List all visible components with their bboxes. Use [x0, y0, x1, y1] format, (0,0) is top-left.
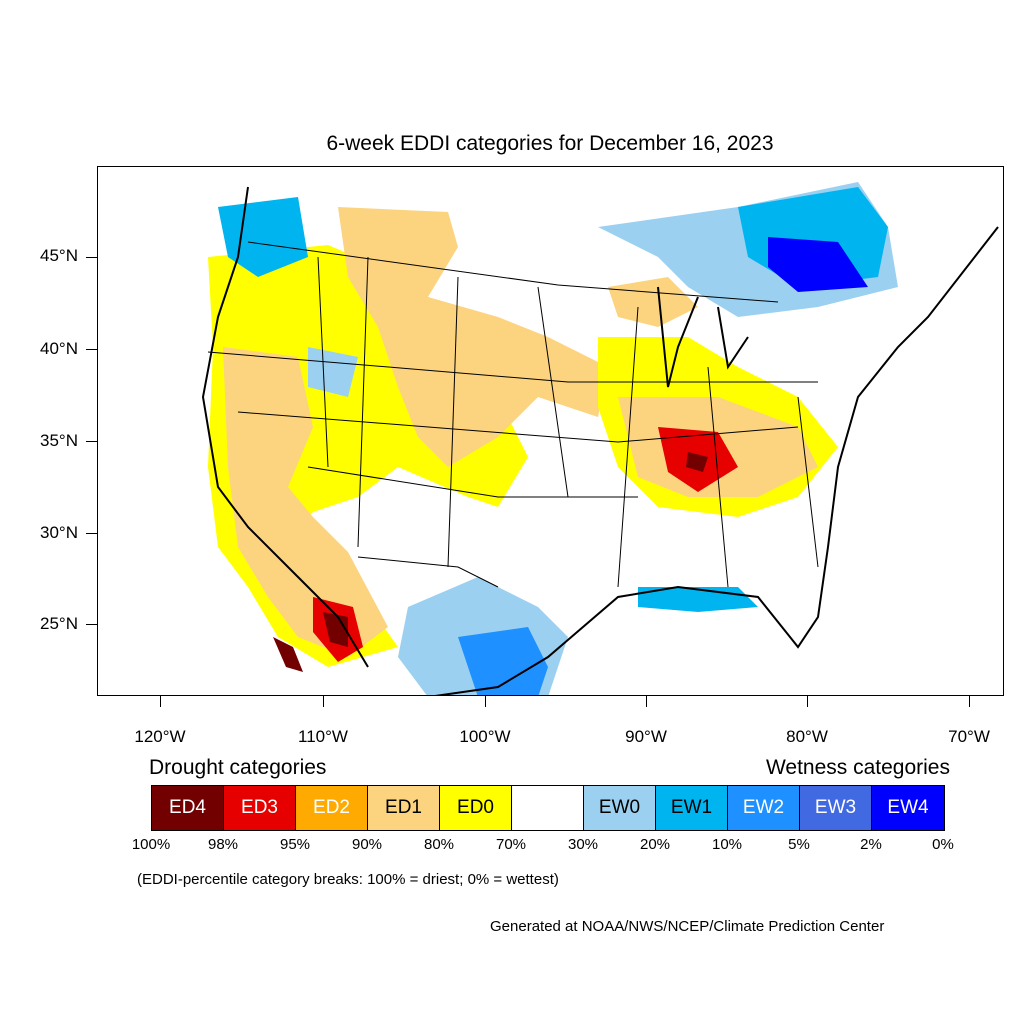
legend-cell-ew3: EW3 — [800, 786, 872, 830]
eddi-map — [97, 166, 1004, 696]
drought-heading: Drought categories — [149, 756, 327, 779]
lon-label-110w: 110°W — [298, 727, 348, 746]
lat-tick — [86, 533, 97, 534]
wetness-heading: Wetness categories — [765, 756, 950, 779]
percentile-label: 10% — [711, 836, 743, 853]
lon-tick — [323, 696, 324, 707]
lat-label-35: 35°N — [40, 431, 78, 450]
category-shading — [208, 182, 898, 695]
percentile-label: 98% — [207, 836, 239, 853]
percentile-label: 30% — [567, 836, 599, 853]
category-legend: ED4 ED3 ED2 ED1 ED0 EW0 EW1 EW2 EW3 EW4 — [151, 785, 945, 831]
percentile-label: 90% — [351, 836, 383, 853]
legend-cell-ew4: EW4 — [872, 786, 944, 830]
ed4-region-southwest — [323, 612, 348, 647]
lon-tick — [646, 696, 647, 707]
legend-cell-ed2: ED2 — [296, 786, 368, 830]
ew0-region-rockies — [308, 347, 358, 397]
percentile-label: 2% — [860, 836, 882, 853]
legend-cell-ed4: ED4 — [152, 786, 224, 830]
percentile-label: 95% — [279, 836, 311, 853]
legend-cell-ed0: ED0 — [440, 786, 512, 830]
lat-tick — [86, 441, 97, 442]
map-title: 6-week EDDI categories for December 16, … — [326, 132, 774, 155]
credit-line: Generated at NOAA/NWS/NCEP/Climate Predi… — [490, 918, 885, 935]
lon-tick — [485, 696, 486, 707]
legend-cell-ed1: ED1 — [368, 786, 440, 830]
coastlines — [201, 186, 999, 695]
ed4-region-midsouth — [686, 452, 708, 472]
percentile-label: 0% — [932, 836, 954, 853]
lon-label-70w: 70°W — [948, 727, 990, 746]
lon-tick — [969, 696, 970, 707]
ew2-region-texas — [458, 627, 548, 695]
eddi-map-canvas — [201, 182, 999, 695]
lat-label-25: 25°N — [40, 614, 78, 633]
lon-label-120w: 120°W — [134, 727, 186, 746]
state-boundaries — [207, 241, 819, 588]
lat-tick — [86, 624, 97, 625]
lat-label-40: 40°N — [40, 339, 78, 358]
legend-cell-normal — [512, 786, 584, 830]
lat-label-30: 30°N — [40, 523, 78, 542]
lon-label-90w: 90°W — [625, 727, 667, 746]
legend-cell-ew0: EW0 — [584, 786, 656, 830]
ew1-region-pnw — [218, 197, 308, 277]
percentile-label: 5% — [788, 836, 810, 853]
breaks-note: (EDDI-percentile category breaks: 100% =… — [137, 871, 559, 888]
ed4-region-baja — [273, 637, 303, 672]
legend-cell-ew2: EW2 — [728, 786, 800, 830]
ed1-region-west — [223, 347, 388, 657]
legend-cell-ed3: ED3 — [224, 786, 296, 830]
ew4-region-northeast — [768, 237, 868, 292]
lon-label-100w: 100°W — [459, 727, 511, 746]
legend-cell-ew1: EW1 — [656, 786, 728, 830]
percentile-label: 80% — [423, 836, 455, 853]
lat-tick — [86, 349, 97, 350]
lon-tick — [807, 696, 808, 707]
ed1-region-greatlakes — [608, 277, 698, 327]
lon-label-80w: 80°W — [786, 727, 828, 746]
ed1-region-plains — [338, 207, 608, 467]
lat-label-45: 45°N — [40, 246, 78, 265]
lon-tick — [160, 696, 161, 707]
lat-tick — [86, 257, 97, 258]
percentile-label: 20% — [639, 836, 671, 853]
percentile-label: 70% — [495, 836, 527, 853]
percentile-label: 100% — [131, 836, 171, 853]
